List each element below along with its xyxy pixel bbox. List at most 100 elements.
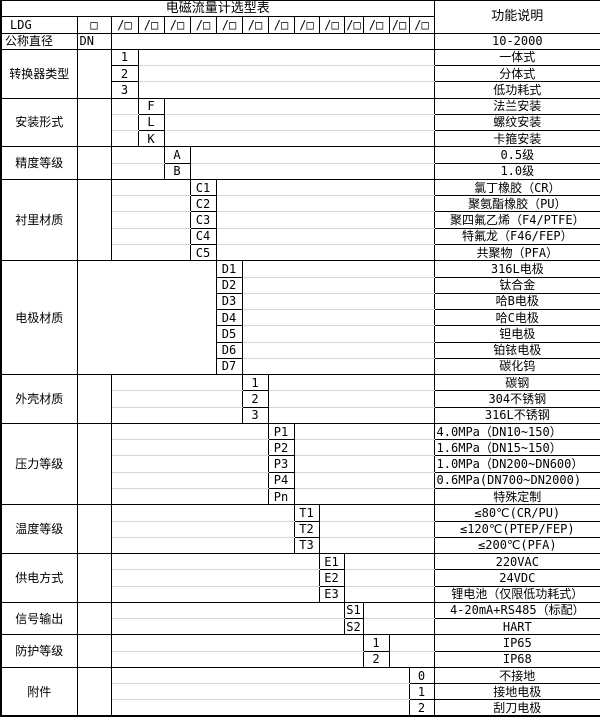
filler-cell (164, 97, 435, 115)
filler-cell (111, 472, 268, 489)
filler-cell (242, 309, 435, 327)
group-label: 信号输出 (0, 601, 78, 636)
filler-cell (242, 293, 435, 311)
option-desc-cell: 钽电极 (433, 325, 600, 343)
filler-cell (111, 569, 319, 587)
code-slot: /□ (388, 16, 410, 34)
option-code-cell: 2 (110, 65, 139, 83)
option-desc-cell: 316L不锈钢 (433, 406, 600, 424)
option-code-cell: C3 (189, 211, 217, 229)
c1-spacer-cell (76, 146, 112, 180)
filler-cell (242, 358, 434, 374)
option-desc-cell: 4-20mA+RS485（标配） (433, 601, 600, 620)
filler-cell (138, 48, 435, 67)
group-label: 防护等级 (0, 634, 78, 668)
code-slot: /□ (408, 16, 435, 34)
code-slot: /□ (163, 16, 191, 34)
filler-cell (111, 634, 363, 652)
option-desc-cell: 10-2000 (433, 32, 600, 50)
filler-cell (344, 569, 435, 587)
group-label: 外壳材质 (0, 374, 78, 424)
option-code-cell: 1 (241, 374, 269, 392)
filler-cell (111, 488, 268, 504)
option-desc-cell: 哈C电极 (433, 309, 600, 327)
filler-cell (111, 228, 190, 245)
option-desc-cell: 1.6MPa（DN15~150） (433, 439, 600, 457)
code-slot: /□ (189, 16, 217, 34)
filler-cell (216, 228, 435, 245)
option-code-cell: 1 (408, 683, 435, 701)
option-code-cell: E1 (318, 553, 345, 571)
filler-cell (216, 244, 434, 260)
c1-spacer-cell (76, 97, 112, 148)
code-slot: /□ (318, 16, 345, 34)
option-desc-cell: 刮刀电极 (433, 699, 600, 717)
option-code-cell: D5 (215, 325, 243, 343)
option-desc-cell: ≤120℃(PTEP/FEP) (433, 520, 600, 538)
group-label: 电极材质 (0, 260, 78, 376)
code-slot: /□ (293, 16, 320, 34)
filler-cell (111, 178, 190, 197)
filler-cell (294, 422, 435, 441)
code-slot: /□ (267, 16, 295, 34)
filler-cell (111, 211, 190, 229)
filler-cell (111, 619, 344, 635)
filler-cell (111, 390, 242, 408)
option-desc-cell: 特殊定制 (433, 487, 600, 506)
option-desc-cell: 4.0MPa（DN10~150） (433, 422, 600, 441)
option-code-cell: F (137, 97, 165, 115)
filler-cell (216, 178, 435, 197)
table-title: 电磁流量计选型表 (1, 0, 435, 18)
option-code-cell: P2 (267, 439, 295, 457)
option-desc-cell: 接地电极 (433, 683, 600, 701)
function-desc-header: 功能说明 (433, 0, 600, 34)
filler-cell (111, 195, 190, 213)
option-code-cell: C4 (189, 227, 217, 245)
filler-cell (111, 700, 409, 716)
option-code-cell: D7 (215, 357, 243, 376)
option-code-cell: D3 (215, 292, 243, 311)
filler-cell (111, 504, 294, 522)
c1-spacer-cell (76, 178, 112, 262)
option-desc-cell: 24VDC (433, 569, 600, 587)
filler-cell (111, 97, 138, 115)
filler-cell (111, 683, 409, 701)
filler-cell (268, 407, 434, 423)
filler-cell (389, 651, 434, 667)
filler-cell (111, 455, 268, 473)
option-code-cell: T1 (293, 504, 320, 522)
option-code-cell: 3 (241, 406, 269, 424)
filler-cell (111, 439, 268, 457)
option-desc-cell: 304不锈钢 (433, 390, 600, 408)
option-desc-cell: 不接地 (433, 666, 600, 685)
filler-cell (111, 601, 344, 620)
c1-spacer-cell (76, 634, 112, 668)
filler-cell (111, 374, 242, 392)
option-code-cell: C5 (189, 243, 217, 262)
option-code-cell: S2 (343, 618, 364, 636)
c1-spacer-cell (76, 422, 112, 506)
dn-code-cell: DN (76, 32, 112, 50)
option-desc-cell: 铂铱电极 (433, 341, 600, 359)
option-code-cell: D6 (215, 341, 243, 359)
c1-spacer-cell (76, 601, 112, 636)
filler-cell (111, 163, 164, 179)
option-code-cell: L (137, 113, 165, 132)
option-desc-cell: 锂电池（仅限低功耗式） (433, 585, 600, 603)
option-desc-cell: 特氟龙（F46/FEP） (433, 227, 600, 245)
option-code-cell: 2 (241, 390, 269, 408)
merged-filler-cell (76, 260, 216, 376)
filler-cell (111, 244, 190, 260)
option-code-cell: T2 (293, 520, 320, 538)
option-code-cell: A (163, 146, 191, 164)
filler-cell (363, 601, 435, 620)
group-label: 安装形式 (0, 97, 78, 148)
group-label: 附件 (0, 666, 78, 717)
filler-cell (268, 374, 435, 392)
option-desc-cell: IP68 (433, 650, 600, 668)
c1-spacer-cell (76, 374, 112, 424)
filler-cell (268, 390, 435, 408)
filler-cell (190, 163, 434, 179)
